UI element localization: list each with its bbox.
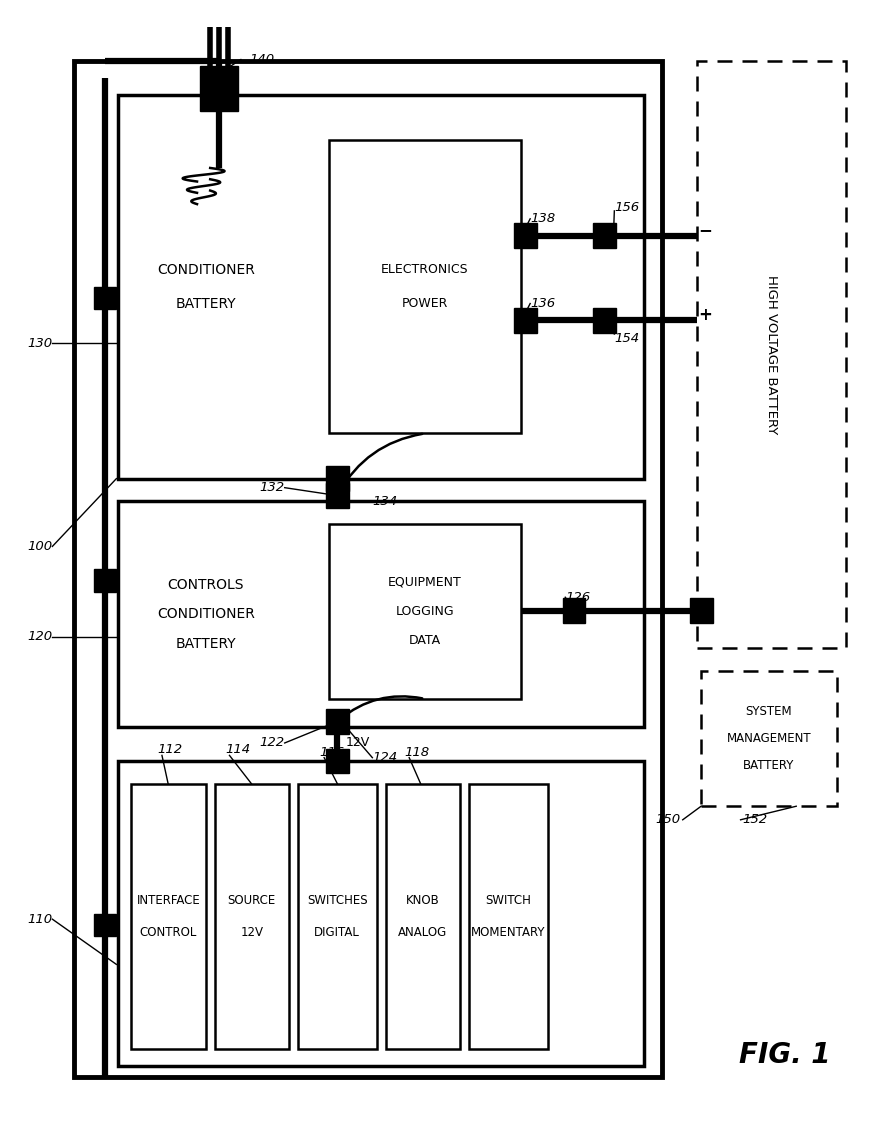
Text: KNOB: KNOB <box>406 894 440 907</box>
Bar <box>328 140 521 434</box>
Bar <box>95 287 116 310</box>
Text: ELECTRONICS: ELECTRONICS <box>381 263 469 277</box>
Bar <box>74 60 662 1078</box>
Text: POWER: POWER <box>402 297 448 310</box>
Text: 122: 122 <box>259 736 285 750</box>
Text: 124: 124 <box>373 751 397 764</box>
Text: CONDITIONER: CONDITIONER <box>157 608 255 621</box>
Bar <box>469 784 548 1049</box>
Text: SWITCHES: SWITCHES <box>307 894 367 907</box>
Bar <box>95 914 116 937</box>
Bar <box>131 784 206 1049</box>
Text: FIG. 1: FIG. 1 <box>739 1041 830 1069</box>
Text: DIGITAL: DIGITAL <box>314 925 360 939</box>
Text: 110: 110 <box>27 913 52 925</box>
Text: 134: 134 <box>373 495 397 508</box>
Bar <box>326 749 349 774</box>
Text: 140: 140 <box>250 53 274 66</box>
Text: 156: 156 <box>614 201 640 214</box>
Text: SWITCH: SWITCH <box>485 894 531 907</box>
Bar <box>200 66 238 112</box>
Bar <box>95 569 116 592</box>
Text: 136: 136 <box>530 297 555 310</box>
Text: CONTROLS: CONTROLS <box>167 578 244 592</box>
Text: 12V: 12V <box>346 736 370 750</box>
Text: +: + <box>698 306 712 324</box>
Text: 118: 118 <box>404 745 430 759</box>
Text: 154: 154 <box>614 332 640 345</box>
Text: 116: 116 <box>319 745 345 759</box>
Text: 12V: 12V <box>241 925 264 939</box>
Text: ANALOG: ANALOG <box>398 925 448 939</box>
Bar <box>514 308 537 333</box>
Bar <box>118 761 644 1066</box>
Bar <box>214 784 289 1049</box>
Bar <box>298 784 377 1049</box>
Text: 138: 138 <box>530 213 555 225</box>
Text: MANAGEMENT: MANAGEMENT <box>727 732 812 745</box>
Text: 120: 120 <box>27 630 52 643</box>
Text: BATTERY: BATTERY <box>175 297 236 311</box>
Text: CONTROL: CONTROL <box>140 925 197 939</box>
Text: HIGH VOLTAGE BATTERY: HIGH VOLTAGE BATTERY <box>765 274 778 434</box>
Bar <box>326 484 349 508</box>
Text: 100: 100 <box>27 539 52 553</box>
Bar <box>696 60 846 648</box>
Bar <box>593 223 616 248</box>
Text: CONDITIONER: CONDITIONER <box>157 263 255 277</box>
Text: DATA: DATA <box>409 634 441 648</box>
Text: SYSTEM: SYSTEM <box>746 704 792 718</box>
Bar <box>326 467 349 492</box>
Text: EQUIPMENT: EQUIPMENT <box>389 576 462 588</box>
Text: 132: 132 <box>259 481 285 494</box>
Text: INTERFACE: INTERFACE <box>136 894 200 907</box>
Bar <box>118 94 644 479</box>
Bar <box>563 599 585 624</box>
Bar <box>689 599 712 624</box>
Text: SOURCE: SOURCE <box>227 894 276 907</box>
Bar <box>328 523 521 699</box>
Text: 150: 150 <box>656 814 681 826</box>
Text: 126: 126 <box>566 591 590 604</box>
Bar <box>701 670 837 806</box>
Bar <box>386 784 460 1049</box>
Text: LOGGING: LOGGING <box>396 605 454 618</box>
Text: BATTERY: BATTERY <box>743 759 795 772</box>
Text: −: − <box>698 221 712 239</box>
Text: 152: 152 <box>743 814 767 826</box>
Text: 130: 130 <box>27 337 52 349</box>
Text: MOMENTARY: MOMENTARY <box>471 925 545 939</box>
Bar <box>118 501 644 727</box>
Bar <box>326 709 349 734</box>
Text: 112: 112 <box>158 743 182 757</box>
Text: BATTERY: BATTERY <box>175 636 236 651</box>
Text: 114: 114 <box>225 743 250 757</box>
Bar <box>514 223 537 248</box>
Bar <box>593 308 616 333</box>
